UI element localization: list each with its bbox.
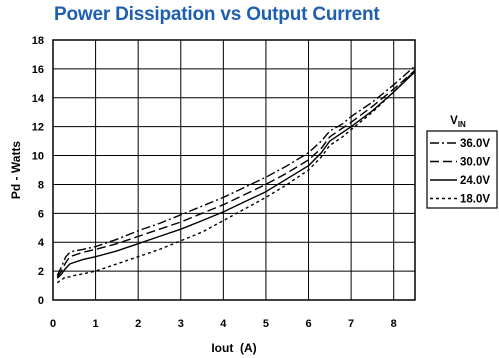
legend-label: 24.0V — [460, 175, 490, 187]
x-tick-labels: 0 1 2 3 4 5 6 7 8 — [50, 318, 397, 330]
legend-label: 36.0V — [460, 138, 490, 150]
y-tick-label: 18 — [32, 35, 44, 47]
series-line-360V — [56, 65, 415, 276]
x-tick-label: 3 — [178, 318, 184, 330]
y-tick-label: 8 — [38, 179, 44, 191]
legend: VIN 36.0V 30.0V 24.0V 18.0V — [426, 115, 498, 209]
series-line-180V — [56, 69, 415, 284]
x-axis-label: Iout (A) — [211, 341, 256, 355]
series-line-300V — [56, 69, 415, 278]
y-tick-label: 2 — [38, 266, 44, 278]
plot-frame — [52, 39, 416, 301]
x-tick-label: 4 — [220, 318, 227, 330]
legend-label: 30.0V — [460, 157, 490, 169]
y-axis-label: Pd - Watts — [9, 141, 23, 200]
series-lines — [56, 65, 415, 284]
grid — [52, 39, 415, 301]
series-line-240V — [56, 71, 415, 279]
x-tick-label: 8 — [391, 318, 397, 330]
x-tick-label: 1 — [93, 318, 99, 330]
y-tick-label: 14 — [32, 93, 45, 105]
legend-box — [426, 130, 498, 209]
y-tick-labels: 0 2 4 6 8 10 12 14 16 18 — [32, 35, 45, 307]
y-tick-label: 6 — [38, 208, 44, 220]
chart-title: Power Dissipation vs Output Current — [54, 4, 380, 25]
y-tick-label: 0 — [38, 295, 44, 307]
x-tick-label: 0 — [50, 318, 56, 330]
legend-title-main: V — [450, 115, 458, 127]
y-tick-label: 12 — [32, 122, 44, 134]
x-tick-label: 6 — [305, 318, 311, 330]
x-tick-label: 7 — [348, 318, 354, 330]
x-tick-label: 5 — [263, 318, 269, 330]
legend-items: 36.0V 30.0V 24.0V 18.0V — [430, 138, 490, 206]
x-tick-label: 2 — [135, 318, 141, 330]
legend-label: 18.0V — [460, 194, 490, 206]
y-tick-label: 16 — [32, 64, 44, 76]
legend-title: VIN — [450, 115, 466, 129]
legend-title-subscript: IN — [458, 120, 466, 129]
y-tick-label: 4 — [38, 237, 45, 249]
y-tick-label: 10 — [32, 151, 44, 163]
